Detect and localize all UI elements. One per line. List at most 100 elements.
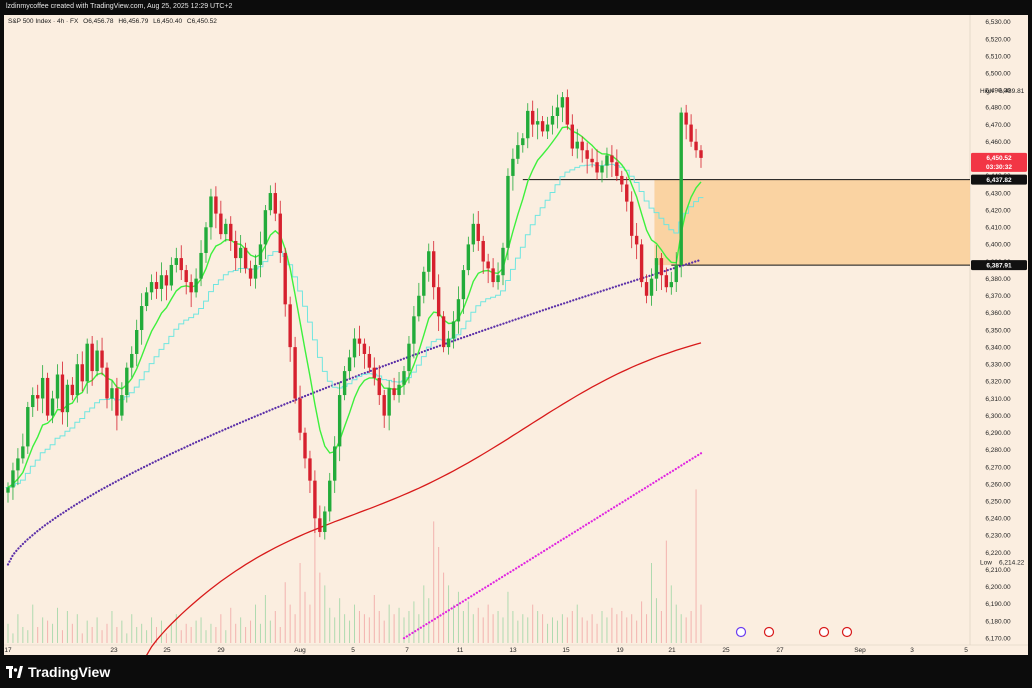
volume-bar	[621, 611, 623, 643]
candle-body	[644, 282, 649, 296]
candle-body	[115, 388, 119, 416]
candle-body	[511, 158, 515, 176]
candle-body	[491, 268, 495, 283]
price-tick-label: 6,190.00	[985, 601, 1011, 608]
event-marker-icon	[841, 626, 853, 638]
candle-body	[50, 398, 55, 416]
price-tick-label: 6,180.00	[985, 618, 1011, 625]
candle-body	[565, 97, 570, 125]
candle-body	[600, 165, 604, 173]
candle-body	[476, 223, 480, 241]
chart-canvas[interactable]: 6,530.00 6,520.00 6,510.00 6,500.00 6,490.00…	[4, 15, 1028, 655]
tradingview-logo[interactable]: TradingView	[6, 664, 110, 680]
candle-body	[590, 158, 594, 163]
volume-bar	[552, 617, 553, 643]
candle-body	[486, 261, 490, 269]
price-axis-background	[970, 15, 1028, 655]
candle-body	[154, 282, 159, 289]
volume-bar	[61, 630, 63, 643]
candle-body	[80, 364, 84, 382]
event-marker-icon	[818, 626, 830, 638]
volume-bar	[517, 620, 519, 643]
candle-body	[100, 350, 104, 368]
candle-body	[466, 244, 471, 271]
volume-bar	[413, 601, 415, 643]
candle-body	[481, 240, 485, 262]
volume-bar	[354, 604, 355, 643]
price-tick-label: 6,470.00	[985, 122, 1011, 129]
time-tick-label: 13	[509, 647, 517, 654]
candle-body	[139, 306, 144, 330]
high-tag-label: High	[980, 88, 994, 95]
volume-bar	[309, 604, 311, 643]
volume-bar	[344, 614, 346, 643]
volume-bar	[373, 595, 375, 643]
price-tick-label: 6,380.00	[985, 276, 1011, 283]
volume-bar	[393, 614, 395, 643]
candle-body	[149, 282, 154, 293]
candle-body	[387, 388, 391, 416]
volume-bar	[443, 572, 445, 643]
candle-body	[674, 264, 678, 283]
candle-body	[184, 270, 188, 283]
volume-bar	[606, 617, 608, 643]
volume-bar	[690, 611, 692, 643]
price-tick-label: 6,270.00	[985, 464, 1011, 471]
candle-body	[75, 364, 79, 396]
volume-bar	[398, 607, 400, 643]
price-tick-label: 6,260.00	[985, 481, 1011, 488]
candle-body	[684, 112, 688, 125]
candle-body	[407, 343, 411, 372]
candle-body	[699, 150, 703, 158]
volume-bar	[383, 620, 385, 643]
price-tick-label: 6,480.00	[985, 105, 1011, 112]
volume-bar	[334, 617, 336, 643]
candle-body	[451, 321, 456, 339]
candle-body	[224, 223, 228, 235]
last-price-box	[971, 152, 1027, 172]
candle-body	[412, 316, 416, 344]
brand-name: TradingView	[28, 664, 111, 680]
volume-bar	[596, 623, 598, 643]
time-tick-label: 29	[217, 647, 225, 654]
time-tick-label: 7	[405, 647, 409, 654]
volume-bar	[601, 611, 603, 643]
volume-bar	[195, 620, 197, 643]
volume-bar	[319, 572, 321, 643]
volume-bar	[255, 604, 256, 643]
candle-body	[679, 112, 683, 265]
zone-top-tag-box	[971, 174, 1027, 185]
candle-body	[36, 395, 40, 399]
price-tick-label: 6,500.00	[985, 71, 1011, 78]
volume-bar	[329, 607, 331, 643]
candle-body	[95, 350, 99, 372]
volume-bar	[586, 620, 588, 643]
candle-body	[110, 388, 114, 399]
volume-bar	[141, 623, 143, 643]
candle-body	[179, 258, 183, 271]
candle-body	[204, 227, 208, 253]
candle-body	[125, 367, 129, 396]
candle-body	[357, 338, 362, 344]
candle-body	[209, 196, 213, 228]
candle-body	[506, 175, 510, 248]
volume-bar	[81, 633, 83, 643]
time-tick-label: 5	[351, 647, 355, 654]
price-tick-label: 6,370.00	[985, 293, 1011, 300]
candle-body	[694, 141, 698, 151]
candle-body	[432, 251, 436, 288]
volume-bar	[279, 627, 281, 643]
volume-bar	[700, 604, 702, 643]
price-chart[interactable]: 6,530.00 6,520.00 6,510.00 6,500.00 6,490.00…	[4, 15, 1028, 655]
volume-bar	[665, 540, 667, 643]
candle-body	[219, 213, 223, 235]
volume-bar	[71, 623, 73, 643]
price-tick-label: 6,220.00	[985, 550, 1011, 557]
volume-bar	[651, 563, 652, 643]
volume-bar	[448, 585, 450, 643]
candle-body	[531, 110, 535, 125]
candle-body	[21, 446, 25, 459]
price-tick-label: 6,530.00	[985, 19, 1011, 26]
volume-bar	[32, 604, 34, 643]
